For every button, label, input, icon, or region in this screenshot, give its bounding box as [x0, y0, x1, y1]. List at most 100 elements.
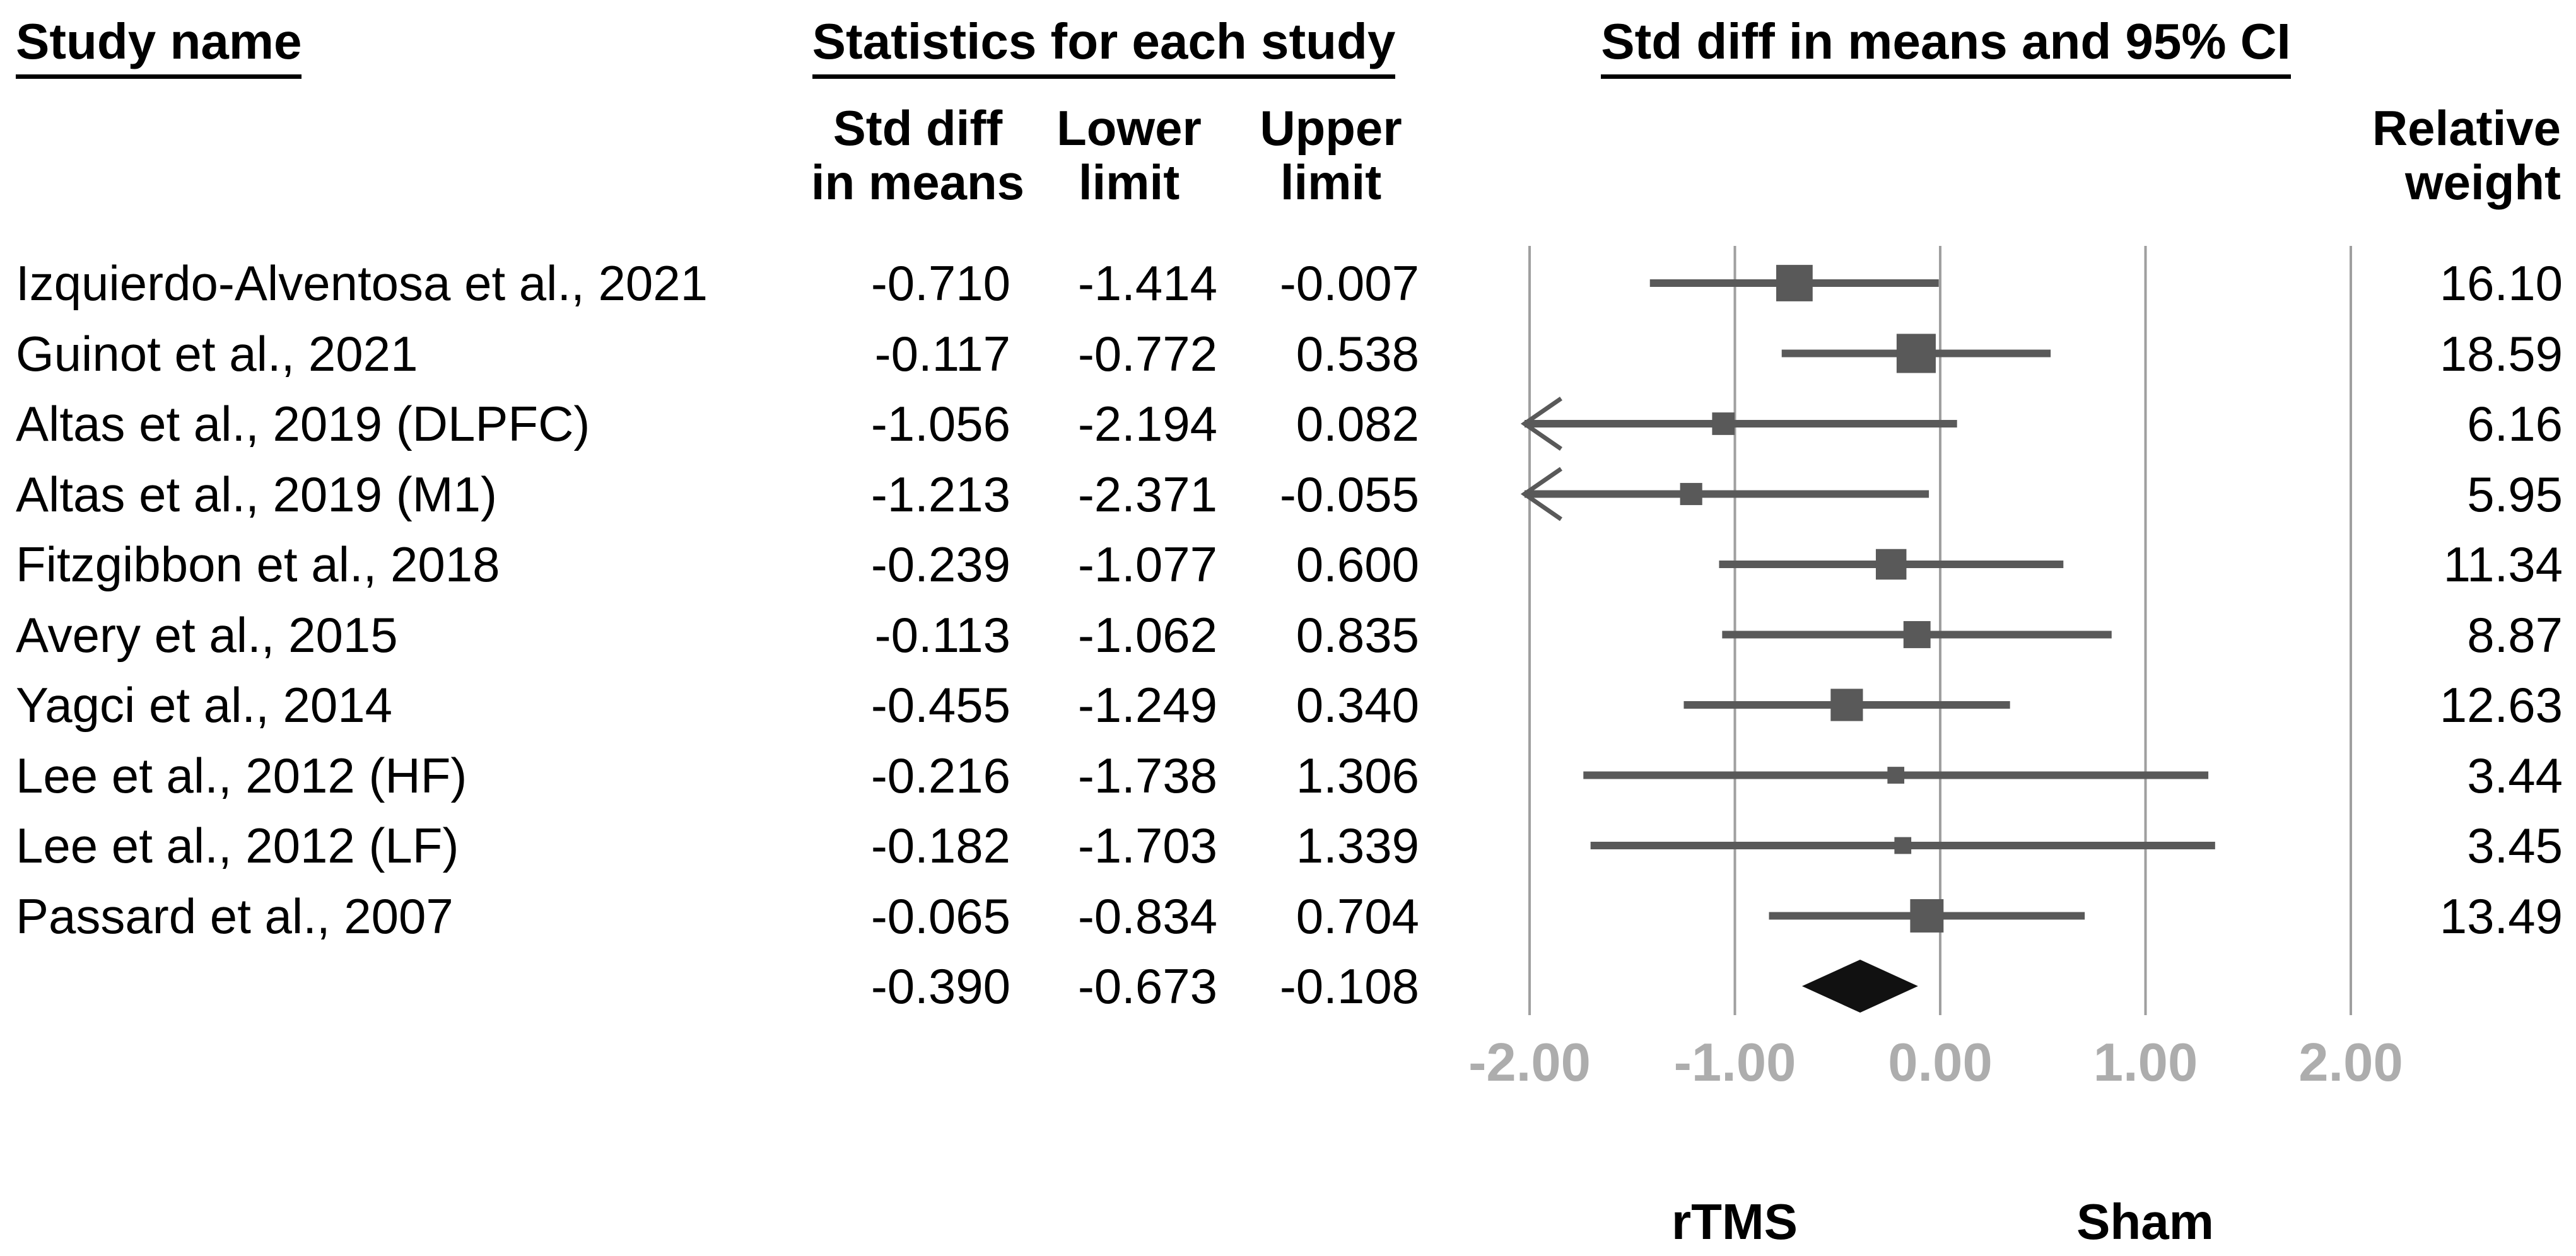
- relative-weight-cell: 3.45: [2467, 818, 2563, 874]
- std-diff-cell: -0.113: [874, 607, 1010, 663]
- upper-limit-cell: 0.340: [1296, 677, 1419, 733]
- table-row: Altas et al., 2019 (DLPFC) -1.056 -2.194…: [0, 388, 2576, 459]
- relative-weight-cell: 5.95: [2467, 466, 2563, 522]
- table-row: Avery et al., 2015 -0.113 -1.062 0.835 8…: [0, 600, 2576, 670]
- relative-weight-cell: 18.59: [2439, 325, 2563, 381]
- column-header-std-diff-line1: Std diff: [833, 100, 1003, 156]
- relative-weight-cell: 3.44: [2467, 747, 2563, 803]
- effect-size-marker: [1887, 767, 1905, 784]
- table-row: Fitzgibbon et al., 2018 -0.239 -1.077 0.…: [0, 529, 2576, 600]
- column-header-weight: Relative weight: [2245, 101, 2561, 209]
- group-label-sham: Sham: [2076, 1194, 2214, 1250]
- upper-limit-cell: 0.538: [1296, 325, 1419, 381]
- ci-truncation-arrow: [1520, 467, 1562, 521]
- lower-limit-cell: -1.249: [1077, 677, 1217, 733]
- effect-size-marker: [1896, 334, 1936, 373]
- x-axis-tick-label: -2.00: [1468, 1033, 1591, 1093]
- relative-weight-cell: 16.10: [2439, 255, 2563, 311]
- table-row: Altas et al., 2019 (M1) -1.213 -2.371 -0…: [0, 459, 2576, 530]
- study-name-cell: Altas et al., 2019 (DLPFC): [16, 396, 590, 452]
- lower-limit-cell: -1.077: [1077, 537, 1217, 593]
- upper-limit-cell: 0.704: [1296, 888, 1419, 944]
- lower-limit-cell: -0.834: [1077, 888, 1217, 944]
- study-name-cell: Lee et al., 2012 (LF): [16, 818, 459, 874]
- std-diff-cell: -1.056: [870, 396, 1010, 452]
- study-name-cell: Avery et al., 2015: [16, 607, 398, 663]
- effect-size-marker: [1894, 837, 1912, 854]
- column-header-lower-line1: Lower: [1057, 100, 1202, 156]
- effect-size-marker: [1875, 549, 1907, 580]
- lower-limit-cell: -2.194: [1077, 396, 1217, 452]
- lower-limit-cell: -1.062: [1077, 607, 1217, 663]
- column-header-std-diff: Std diff in means: [729, 101, 1107, 209]
- effect-size-marker: [1830, 689, 1863, 721]
- study-name-cell: Altas et al., 2019 (M1): [16, 466, 498, 522]
- upper-limit-cell: 0.600: [1296, 537, 1419, 593]
- relative-weight-cell: 6.16: [2467, 396, 2563, 452]
- table-row: Guinot et al., 2021 -0.117 -0.772 0.538 …: [0, 318, 2576, 389]
- table-row: Yagci et al., 2014 -0.455 -1.249 0.340 1…: [0, 670, 2576, 740]
- study-name-cell: Yagci et al., 2014: [16, 677, 392, 733]
- plot-header: Std diff in means and 95% CI: [1577, 13, 2315, 79]
- std-diff-cell: -1.213: [870, 466, 1010, 522]
- x-axis-tick-label: -1.00: [1674, 1033, 1796, 1093]
- study-name-cell: Fitzgibbon et al., 2018: [16, 537, 500, 593]
- relative-weight-cell: 12.63: [2439, 677, 2563, 733]
- relative-weight-cell: 13.49: [2439, 888, 2563, 944]
- effect-size-marker: [1910, 899, 1944, 933]
- std-diff-cell: -0.216: [870, 747, 1010, 803]
- table-row: Lee et al., 2012 (HF) -0.216 -1.738 1.30…: [0, 740, 2576, 811]
- std-diff-cell: -0.239: [870, 537, 1010, 593]
- upper-limit-cell: 1.339: [1296, 818, 1419, 874]
- study-name-cell: Guinot et al., 2021: [16, 325, 418, 381]
- relative-weight-cell: [2247, 951, 2563, 1021]
- column-header-weight-line2: weight: [2405, 154, 2561, 210]
- table-row: Izquierdo-Alventosa et al., 2021 -0.710 …: [0, 248, 2576, 318]
- upper-limit-cell: 0.835: [1296, 607, 1419, 663]
- std-diff-cell: -0.065: [870, 888, 1010, 944]
- column-header-upper: Upper limit: [1205, 101, 1457, 209]
- effect-size-marker: [1776, 265, 1813, 301]
- upper-limit-cell: -0.108: [1279, 958, 1419, 1015]
- study-name-header-text: Study name: [16, 13, 302, 79]
- column-header-std-diff-line2: in means: [811, 154, 1025, 210]
- group-label-rtms: rTMS: [1671, 1194, 1798, 1250]
- x-axis-tick-label: 1.00: [2093, 1033, 2198, 1093]
- ci-truncation-arrow: [1520, 397, 1562, 451]
- plot-header-text: Std diff in means and 95% CI: [1601, 13, 2291, 79]
- study-name-cell: Izquierdo-Alventosa et al., 2021: [16, 255, 708, 311]
- effect-size-marker: [1903, 621, 1931, 648]
- std-diff-cell: -0.710: [870, 255, 1010, 311]
- lower-limit-cell: -1.414: [1077, 255, 1217, 311]
- lower-limit-cell: -1.738: [1077, 747, 1217, 803]
- upper-limit-cell: -0.007: [1279, 255, 1419, 311]
- table-row: -0.390 -0.673 -0.108: [0, 951, 2576, 1021]
- relative-weight-cell: 8.87: [2467, 607, 2563, 663]
- statistics-header-text: Statistics for each study: [812, 13, 1396, 79]
- column-header-upper-line1: Upper: [1260, 100, 1402, 156]
- column-header-weight-line1: Relative: [2372, 100, 2561, 156]
- summary-diamond: [1801, 960, 1918, 1013]
- std-diff-cell: -0.182: [870, 818, 1010, 874]
- study-name-cell: Lee et al., 2012 (HF): [16, 747, 467, 803]
- std-diff-cell: -0.390: [870, 958, 1010, 1015]
- statistics-header: Statistics for each study: [801, 13, 1407, 79]
- table-row: Lee et al., 2012 (LF) -0.182 -1.703 1.33…: [0, 810, 2576, 881]
- effect-size-marker: [1712, 412, 1735, 435]
- upper-limit-cell: 1.306: [1296, 747, 1419, 803]
- lower-limit-cell: -2.371: [1077, 466, 1217, 522]
- std-diff-cell: -0.117: [874, 325, 1010, 381]
- column-header-lower: Lower limit: [1003, 101, 1255, 209]
- column-header-upper-line2: limit: [1280, 154, 1382, 210]
- study-name-header: Study name: [16, 13, 302, 79]
- effect-size-marker: [1680, 482, 1702, 506]
- upper-limit-cell: 0.082: [1296, 396, 1419, 452]
- x-axis-tick-label: 2.00: [2298, 1033, 2403, 1093]
- x-axis-tick-label: 0.00: [1888, 1033, 1992, 1093]
- upper-limit-cell: -0.055: [1279, 466, 1419, 522]
- lower-limit-cell: -1.703: [1077, 818, 1217, 874]
- relative-weight-cell: 11.34: [2443, 537, 2563, 593]
- column-header-lower-line2: limit: [1078, 154, 1180, 210]
- lower-limit-cell: -0.772: [1077, 325, 1217, 381]
